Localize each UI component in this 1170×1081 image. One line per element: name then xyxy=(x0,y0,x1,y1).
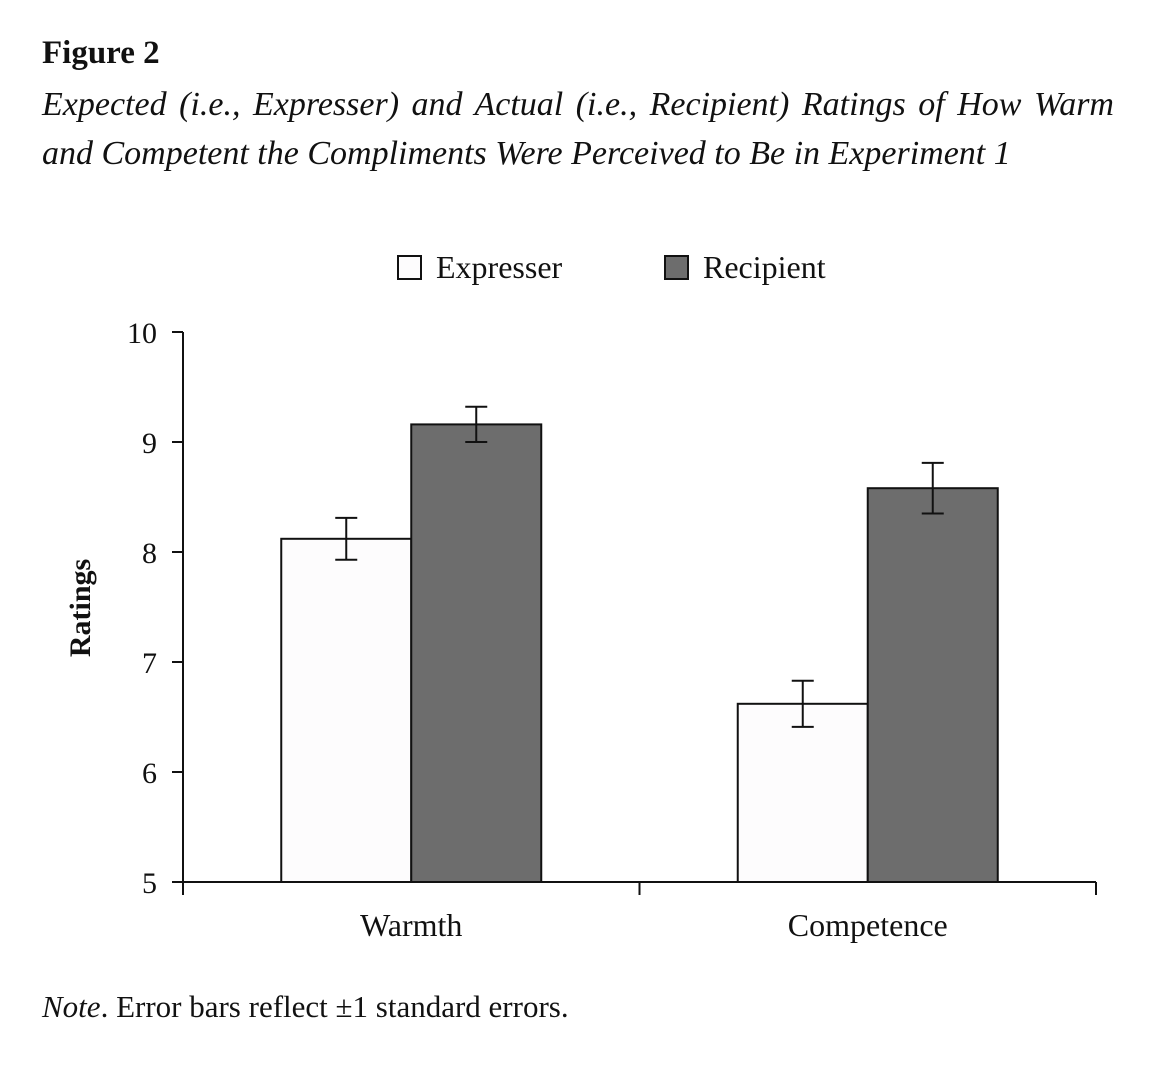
bar-expresser-competence xyxy=(736,702,869,883)
legend-swatch-expresser xyxy=(397,255,422,280)
legend: Expresser Recipient xyxy=(397,249,826,285)
bars xyxy=(280,423,999,883)
y-tick-label: 9 xyxy=(142,427,157,460)
figure-label: Figure 2 xyxy=(42,35,160,71)
error-bar-recipient-competence xyxy=(921,461,944,515)
x-tick-label: Competence xyxy=(788,907,948,943)
y-tick-label: 6 xyxy=(142,757,157,790)
note-text: . Error bars reflect ±1 standard errors. xyxy=(100,989,569,1024)
y-axis-label: Ratings xyxy=(64,559,97,657)
legend-label-expresser: Expresser xyxy=(436,249,563,285)
figure-title: Expected (i.e., Expresser) and Actual (i… xyxy=(42,86,1114,172)
x-axis: Warmth Competence xyxy=(182,881,1097,943)
y-tick-label: 10 xyxy=(127,317,157,350)
y-tick-label: 5 xyxy=(142,867,157,900)
x-tick-label: Warmth xyxy=(360,907,462,943)
bar-expresser-warmth xyxy=(280,537,413,883)
error-bar-expresser-competence xyxy=(791,679,814,728)
y-axis: 5 6 7 8 9 10 xyxy=(127,317,184,900)
note-prefix: Note xyxy=(42,989,101,1024)
error-bar-recipient-warmth xyxy=(465,405,488,443)
y-tick-label: 8 xyxy=(142,537,157,570)
y-tick-label: 7 xyxy=(142,647,157,680)
note: Note. Error bars reflect ±1 standard err… xyxy=(42,987,569,1027)
legend-label-recipient: Recipient xyxy=(703,249,826,285)
error-bars xyxy=(335,405,944,728)
error-bar-expresser-warmth xyxy=(335,516,358,561)
legend-swatch-recipient xyxy=(664,255,689,280)
bar-recipient-competence xyxy=(866,487,999,883)
bar-recipient-warmth xyxy=(410,423,543,883)
